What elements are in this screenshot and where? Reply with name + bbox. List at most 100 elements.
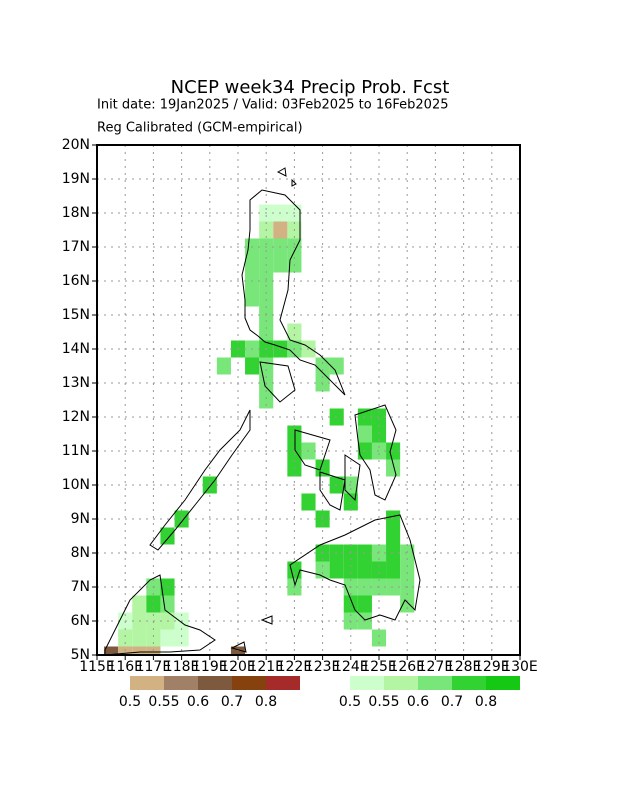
y-tick-label: 13N (62, 375, 90, 391)
probability-cell (357, 595, 372, 613)
axes: 115E116E117E118E119E120E121E122E123E124E… (62, 137, 538, 675)
probability-cell (386, 578, 401, 596)
probability-cell (104, 646, 119, 655)
probability-cell (216, 357, 231, 375)
colorbar-label: 0.55 (148, 694, 179, 710)
colorbar-label: 0.7 (441, 694, 463, 710)
cell-layer (104, 204, 415, 655)
probability-cell (329, 561, 344, 579)
probability-cell (386, 544, 401, 562)
y-tick-label: 20N (62, 137, 90, 153)
probability-cell (259, 289, 274, 307)
probability-cell (245, 289, 260, 307)
probability-cell (118, 629, 133, 647)
probability-cell (174, 629, 189, 647)
colorbar-box (452, 676, 486, 690)
y-tick-label: 18N (62, 205, 90, 221)
probability-cell (146, 595, 161, 613)
y-tick-label: 9N (71, 511, 90, 527)
colorbar-box (486, 676, 520, 690)
x-tick-label: 118E (164, 659, 200, 675)
probability-cell (343, 595, 358, 613)
colorbar-box (164, 676, 198, 690)
x-tick-label: 115E (79, 659, 115, 675)
y-tick-label: 10N (62, 477, 90, 493)
colorbar-label: 0.5 (119, 694, 141, 710)
probability-cell (386, 561, 401, 579)
x-tick-label: 126E (389, 659, 425, 675)
y-tick-label: 8N (71, 545, 90, 561)
colorbar-label: 0.5 (339, 694, 361, 710)
colorbar-label: 0.6 (407, 694, 429, 710)
y-tick-label: 17N (62, 239, 90, 255)
x-tick-label: 121E (248, 659, 284, 675)
plot-frame (96, 144, 521, 656)
colorbar-box (350, 676, 384, 690)
probability-cell (245, 255, 260, 273)
probability-cell (386, 442, 401, 460)
coastline (104, 167, 421, 655)
y-tick-label: 7N (71, 579, 90, 595)
probability-cell (400, 595, 415, 613)
probability-cell (343, 561, 358, 579)
y-tick-label: 15N (62, 307, 90, 323)
probability-cell (357, 425, 372, 443)
probability-cell (273, 255, 288, 273)
y-tick-label: 6N (71, 613, 90, 629)
y-tick-label: 12N (62, 409, 90, 425)
x-tick-label: 124E (333, 659, 369, 675)
x-tick-label: 128E (446, 659, 482, 675)
colorbars: 0.5 0.55 0.6 0.7 0.8 0.5 0.55 0.6 0.7 0.8 (119, 676, 520, 710)
x-tick-label: 122E (277, 659, 313, 675)
probability-cell (329, 357, 344, 375)
map-title: NCEP week34 Precip Prob. Fcst (171, 77, 450, 98)
y-tick-label: 5N (71, 647, 90, 663)
probability-cell (259, 323, 274, 341)
probability-cell (132, 595, 147, 613)
x-tick-label: 119E (192, 659, 228, 675)
colorbar-box (232, 676, 266, 690)
probability-cell (386, 510, 401, 528)
colorbar-label: 0.55 (368, 694, 399, 710)
y-tick-label: 11N (62, 443, 90, 459)
y-tick-label: 16N (62, 273, 90, 289)
x-tick-label: 125E (361, 659, 397, 675)
x-tick-label: 123E (305, 659, 341, 675)
probability-cell (259, 391, 274, 409)
x-tick-label: 120E (220, 659, 256, 675)
probability-cell (357, 561, 372, 579)
x-tick-label: 116E (107, 659, 143, 675)
probability-cell (287, 561, 302, 579)
probability-cell (273, 221, 288, 239)
probability-cell (400, 561, 415, 579)
probability-cell (132, 629, 147, 647)
probability-cell (315, 561, 330, 579)
probability-cell (160, 629, 175, 647)
colorbar-box (130, 676, 164, 690)
colorbar-box (266, 676, 300, 690)
x-tick-label: 127E (418, 659, 454, 675)
probability-cell (386, 527, 401, 545)
probability-cell (371, 561, 387, 579)
probability-cell (160, 527, 175, 545)
probability-cell (259, 357, 274, 375)
probability-cell (245, 357, 260, 375)
colorbar-label: 0.8 (255, 694, 277, 710)
probability-cell (146, 629, 161, 647)
y-tick-label: 14N (62, 341, 90, 357)
colorbar-box (198, 676, 232, 690)
colorbar-label: 0.6 (187, 694, 209, 710)
y-tick-label: 19N (62, 171, 90, 187)
x-tick-label: 130E (502, 659, 538, 675)
subtitle: Reg Calibrated (GCM-empirical) (97, 121, 303, 136)
probability-cell (132, 646, 147, 655)
probability-cell (371, 629, 387, 647)
colorbar-box (384, 676, 418, 690)
probability-cell (287, 323, 302, 341)
probability-cell (160, 595, 175, 613)
colorbar-box (418, 676, 452, 690)
colorbar-label: 0.8 (475, 694, 497, 710)
colorbar-label: 0.7 (221, 694, 243, 710)
probability-cell (386, 459, 401, 477)
